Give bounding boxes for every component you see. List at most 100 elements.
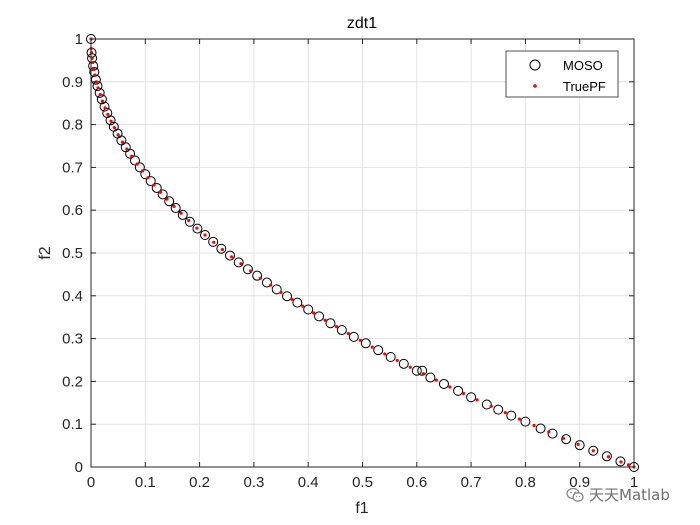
moso-point (601, 451, 612, 462)
y-tick-label: 0.5 (62, 245, 83, 262)
truepf-point (109, 119, 113, 123)
moso-point (177, 209, 188, 220)
truepf-point (112, 125, 116, 130)
moso-point (164, 196, 175, 207)
moso-point (588, 445, 599, 456)
truepf-point (395, 358, 399, 363)
moso-point (233, 257, 244, 268)
truepf-point (220, 247, 225, 252)
truepf-point (187, 218, 191, 223)
truepf-point (434, 378, 438, 382)
truepf-point (626, 463, 631, 467)
moso-point (192, 223, 203, 234)
truepf-point (96, 86, 100, 90)
truepf-point (94, 80, 99, 84)
legend: MOSO TruePF (505, 50, 619, 98)
truepf-point (140, 169, 145, 173)
truepf-point (106, 112, 110, 116)
y-tick-labels: 0 0.1 0.2 0.3 0.4 0.5 0.6 0.7 0.8 0.9 1 (62, 31, 83, 476)
moso-point (574, 440, 585, 451)
truepf-point (606, 455, 611, 459)
moso-point (151, 182, 162, 193)
moso-point (520, 416, 531, 427)
moso-point (506, 410, 517, 421)
truepf-point (93, 73, 97, 77)
truepf-point (92, 67, 96, 71)
moso-point (303, 304, 314, 315)
truepf-point (370, 345, 374, 349)
truepf-point (258, 276, 263, 280)
grid-lines (91, 39, 634, 467)
truepf-point (475, 398, 479, 402)
truepf-point (408, 365, 412, 369)
moso-point (225, 250, 236, 261)
moso-point (216, 243, 227, 254)
truepf-point (130, 154, 134, 158)
x-tick-label: 0 (87, 474, 95, 491)
truepf-point (179, 211, 183, 215)
moso-point (466, 392, 477, 403)
truepf-point (323, 318, 327, 322)
legend-marker-truepf (533, 84, 537, 88)
truepf-point (125, 147, 129, 151)
legend-label-truepf: TruePF (563, 79, 606, 94)
moso-point (535, 423, 546, 434)
x-tick-label: 0.1 (135, 474, 156, 491)
y-axis-label: f2 (37, 246, 54, 259)
moso-point (417, 365, 428, 376)
y-tick-label: 0 (75, 459, 83, 476)
truepf-point (561, 436, 566, 440)
truepf-point (195, 226, 199, 230)
y-tick-label: 0.1 (62, 416, 83, 433)
series-truepf (89, 37, 636, 469)
truepf-point (212, 240, 216, 244)
y-tick-label: 0.3 (62, 331, 83, 348)
y-tick-label: 0.7 (62, 159, 83, 176)
moso-point (200, 230, 211, 241)
truepf-point (120, 140, 125, 144)
truepf-point (172, 204, 176, 208)
moso-point (242, 264, 253, 275)
truepf-point (279, 290, 283, 294)
series-moso (86, 34, 639, 472)
truepf-point (249, 269, 253, 273)
moso-point (360, 338, 371, 349)
y-tick-label: 0.9 (62, 74, 83, 91)
x-axis-label: f1 (355, 500, 368, 517)
truepf-point (421, 372, 425, 376)
moso-point (398, 358, 409, 369)
truepf-point (619, 460, 623, 464)
truepf-point (203, 233, 207, 237)
truepf-point (383, 352, 387, 356)
moso-point (184, 216, 195, 227)
moso-point (453, 385, 464, 396)
truepf-point (165, 197, 169, 201)
moso-point (547, 428, 558, 439)
moso-point (336, 325, 347, 336)
moso-point (94, 87, 105, 98)
moso-point (438, 378, 449, 389)
truepf-point (116, 133, 120, 137)
truepf-point (358, 338, 362, 342)
truepf-point (547, 430, 551, 434)
moso-point (261, 277, 272, 288)
truepf-point (146, 176, 150, 180)
truepf-point (103, 106, 107, 110)
moso-point (385, 352, 396, 363)
moso-point (99, 101, 110, 112)
y-tick-label: 0.2 (62, 373, 83, 390)
moso-point (208, 236, 219, 247)
x-tick-label: 0.7 (461, 474, 482, 491)
truepf-point (503, 411, 507, 415)
truepf-point (91, 60, 95, 65)
x-tick-label: 0.3 (243, 474, 264, 491)
truepf-point (158, 190, 163, 194)
truepf-point (152, 183, 156, 187)
y-tick-label: 1 (75, 31, 83, 48)
x-tick-label: 0.2 (189, 474, 210, 491)
y-tick-label: 0.6 (62, 202, 83, 219)
x-tick-labels: 0 0.1 0.2 0.3 0.4 0.5 0.6 0.7 0.8 0.9 1 (87, 474, 638, 491)
moso-point (145, 176, 156, 187)
truepf-point (98, 93, 102, 97)
x-tick-label: 0.9 (569, 474, 590, 491)
